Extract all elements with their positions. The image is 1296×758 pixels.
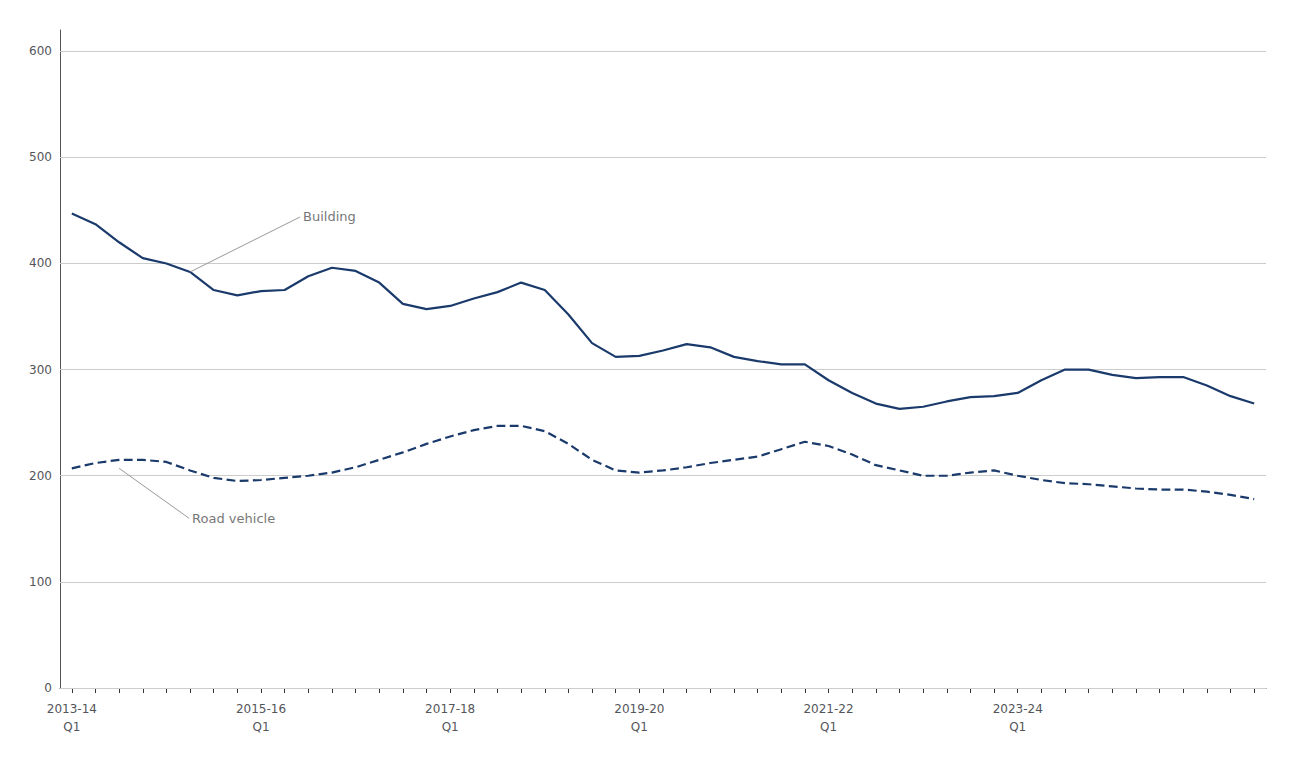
svg-text:300: 300 — [29, 363, 52, 377]
svg-text:0: 0 — [44, 681, 52, 695]
svg-text:2023-24: 2023-24 — [993, 702, 1043, 716]
svg-text:Q1: Q1 — [63, 720, 80, 734]
svg-text:400: 400 — [29, 256, 52, 270]
svg-text:Building: Building — [303, 209, 356, 224]
svg-text:Road vehicle: Road vehicle — [192, 511, 275, 526]
svg-text:Q1: Q1 — [631, 720, 648, 734]
svg-text:600: 600 — [29, 44, 52, 58]
svg-text:Q1: Q1 — [252, 720, 269, 734]
svg-text:2013-14: 2013-14 — [47, 702, 97, 716]
svg-text:Q1: Q1 — [1009, 720, 1026, 734]
svg-text:Q1: Q1 — [820, 720, 837, 734]
svg-text:100: 100 — [29, 575, 52, 589]
svg-text:2021-22: 2021-22 — [803, 702, 853, 716]
svg-text:200: 200 — [29, 469, 52, 483]
svg-text:2015-16: 2015-16 — [236, 702, 286, 716]
svg-text:2019-20: 2019-20 — [614, 702, 664, 716]
svg-text:500: 500 — [29, 150, 52, 164]
svg-text:2017-18: 2017-18 — [425, 702, 475, 716]
svg-text:Q1: Q1 — [442, 720, 459, 734]
